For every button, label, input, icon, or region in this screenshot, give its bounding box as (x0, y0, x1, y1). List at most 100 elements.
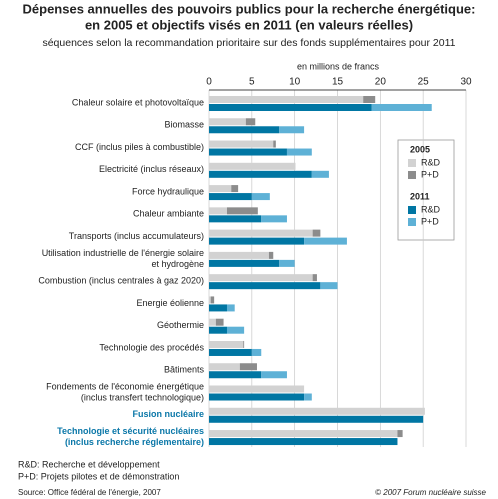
bar-segment (209, 296, 211, 304)
category-label: Fondements de l'économie énergétique (46, 381, 204, 391)
bar-segment (209, 118, 246, 126)
bar-segment (209, 140, 274, 148)
bar-segment (245, 118, 256, 126)
bar-segment (209, 340, 244, 348)
bar-segment (209, 148, 287, 156)
chart-title: en 2005 et objectifs visés en 2011 (en v… (85, 17, 413, 32)
bar-segment (279, 259, 295, 267)
bar-segment (251, 348, 262, 356)
bar-segment (209, 193, 252, 201)
category-label: Technologie des procédés (99, 342, 204, 352)
category-label: Chaleur ambiante (133, 209, 204, 219)
bar-segment (215, 318, 224, 326)
legend-title: 2011 (410, 191, 430, 201)
x-tick-label: 15 (332, 77, 344, 88)
bar-segment (209, 304, 227, 312)
bar-segment (279, 126, 305, 134)
legend-label: P+D (421, 216, 439, 226)
bar-segment (209, 185, 232, 193)
chart-subtitle: séquences selon la recommandation priori… (42, 37, 455, 49)
category-label: CCF (inclus piles à combustible) (75, 142, 204, 152)
bar-segment (239, 363, 257, 371)
bar-segment (209, 162, 296, 170)
bar-segment (209, 170, 312, 178)
category-label: et hydrogène (151, 259, 204, 269)
x-tick-label: 30 (460, 77, 472, 88)
bar-segment (209, 126, 280, 134)
bar-segment (209, 282, 321, 290)
bar-segment (226, 207, 258, 215)
bar-segment (209, 415, 424, 423)
bar-segment (231, 185, 239, 193)
bar-segment (251, 193, 270, 201)
legend-label: R&D (421, 157, 441, 167)
legend-swatch (408, 159, 416, 167)
bar-segment (209, 274, 313, 282)
chart-title: Dépenses annuelles des pouvoirs publics … (23, 1, 476, 16)
bar-segment (209, 371, 262, 379)
bar-segment (209, 385, 305, 393)
bar-segment (320, 282, 338, 290)
category-label: Fusion nucléaire (132, 409, 204, 419)
bar-segment (209, 348, 252, 356)
category-label: Combustion (inclus centrales à gaz 2020) (38, 276, 204, 286)
legend-label: P+D (421, 169, 439, 179)
bar-segment (209, 215, 262, 223)
category-label: Force hydraulique (132, 186, 204, 196)
bar-segment (226, 326, 245, 334)
category-label: Technologie et sécurité nucléaires (57, 426, 204, 436)
legend-title: 2005 (410, 144, 430, 154)
category-label: (inclus recherche réglementaire) (65, 437, 204, 447)
legend-box (397, 139, 455, 241)
x-axis-label: en millions de francs (297, 61, 380, 71)
bar-segment (209, 430, 398, 438)
bar-segment (209, 251, 269, 259)
bar-segment (226, 304, 235, 312)
category-label: Biomasse (164, 120, 204, 130)
bar-segment (371, 104, 432, 111)
x-tick-label: 0 (206, 77, 212, 88)
bar-segment (243, 340, 245, 348)
bar-segment (209, 407, 425, 415)
bar-segment (210, 296, 215, 304)
legend-label: R&D (421, 204, 441, 214)
bar-segment (209, 104, 372, 111)
copyright: © 2007 Forum nucléaire suisse (375, 488, 486, 497)
bar-segment (209, 96, 364, 103)
bar-segment (261, 215, 287, 223)
category-label: Transports (inclus accumulateurs) (69, 231, 204, 241)
bar-segment (312, 274, 317, 282)
category-label: Géothermie (157, 320, 204, 330)
bar-segment (273, 140, 276, 148)
bar-segment (268, 251, 274, 259)
note: P+D: Projets pilotes et de démonstration (18, 471, 179, 481)
bar-segment (304, 393, 312, 401)
category-label: Bâtiments (164, 365, 205, 375)
bar-segment (209, 207, 227, 215)
x-tick-label: 20 (375, 77, 387, 88)
x-tick-label: 25 (418, 77, 430, 88)
bar-segment (286, 148, 312, 156)
legend-swatch (408, 206, 416, 214)
bar-segment (209, 229, 313, 237)
bar-segment (209, 237, 305, 245)
x-tick-label: 5 (249, 77, 255, 88)
bar-segment (209, 393, 305, 401)
legend-swatch (408, 171, 416, 179)
bar-segment (209, 326, 227, 334)
category-label: Energie éolienne (136, 298, 204, 308)
category-label: Utilisation industrielle de l'énergie so… (42, 248, 204, 258)
category-label: (inclus transfert technologique) (81, 392, 204, 402)
bar-segment (397, 430, 403, 438)
source: Source: Office fédéral de l'énergie, 200… (18, 488, 161, 497)
bar-segment (209, 363, 240, 371)
bar-segment (363, 96, 376, 103)
bar-segment (209, 318, 216, 326)
bar-segment (209, 259, 280, 267)
x-tick-label: 10 (289, 77, 301, 88)
bar-segment (304, 237, 347, 245)
category-label: Chaleur solaire et photovoltaïque (72, 97, 204, 107)
legend-swatch (408, 218, 416, 226)
bar-segment (311, 170, 329, 178)
